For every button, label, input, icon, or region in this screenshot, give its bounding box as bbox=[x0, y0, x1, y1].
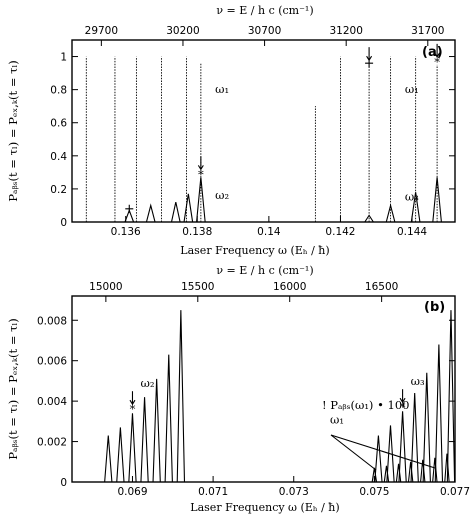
top-tick-label: 15500 bbox=[181, 281, 214, 293]
panel-b-series bbox=[104, 310, 456, 483]
x-tick-label: 0.071 bbox=[198, 486, 228, 498]
panel-a-top-axis-label: ν = E / h c (cm⁻¹) bbox=[216, 4, 313, 17]
peak-solid bbox=[422, 372, 431, 483]
x-tick-label: 0.073 bbox=[279, 486, 309, 498]
arrow-head bbox=[197, 165, 204, 171]
panel-a-annotations: ω₁ ω₂ ω₁ ω₃ * * bbox=[125, 43, 441, 213]
panel-a: (a) ν = E / h c (cm⁻¹) Laser Frequency ω… bbox=[6, 4, 456, 257]
x-tick-label: 0.142 bbox=[325, 226, 355, 238]
y-tick-label: 0 bbox=[60, 217, 67, 229]
top-tick-label: 30200 bbox=[166, 25, 199, 37]
plus-marker bbox=[125, 204, 134, 213]
star-marker: * bbox=[434, 55, 440, 69]
y-tick-label: 0.008 bbox=[37, 315, 67, 327]
panel-b-y-axis-label: Pₐᵦₛ(t = τₗ) = Pₑₓ,ₖ(t = τₗ) bbox=[6, 318, 20, 459]
top-tick-label: 16000 bbox=[273, 281, 306, 293]
peak-solid bbox=[164, 354, 173, 483]
x-tick-label: 0.14 bbox=[257, 226, 281, 238]
y-tick-label: 0.004 bbox=[37, 396, 67, 408]
peak-solid bbox=[374, 435, 383, 483]
x-tick-label: 0.075 bbox=[359, 486, 389, 498]
panel-a-x-axis-label: Laser Frequency ω (Eₕ / ħ) bbox=[180, 244, 329, 257]
top-tick-label: 31200 bbox=[329, 25, 362, 37]
y-tick-label: 0 bbox=[60, 477, 67, 489]
peak-small bbox=[371, 467, 378, 483]
annotation-label: ω₃ bbox=[411, 374, 425, 388]
y-tick-label: 0.6 bbox=[50, 118, 67, 130]
panel-a-ticks: 0.136 0.138 0.14 0.142 0.144 29700 30200 30700 3… bbox=[50, 25, 455, 238]
peak-solid bbox=[170, 202, 181, 223]
omega1-pointer-line bbox=[330, 434, 436, 469]
annotation-label: ω₃ bbox=[405, 189, 419, 203]
peak-solid bbox=[116, 427, 125, 483]
star-marker: * bbox=[130, 402, 136, 416]
panel-a-frame bbox=[71, 39, 456, 223]
star-marker: * bbox=[400, 400, 406, 414]
peak-solid bbox=[432, 177, 442, 223]
panel-b-ticks: 0.069 0.071 0.073 0.075 0.077 15000 15500 16000… bbox=[37, 281, 470, 498]
peak-solid bbox=[140, 397, 149, 483]
annotation-label: ! Pₐᵦₛ(ω₁) • 100 bbox=[322, 398, 410, 412]
annotation-label: ω₂ bbox=[215, 188, 229, 202]
y-tick-label: 0.2 bbox=[50, 184, 67, 196]
peak-solid bbox=[385, 203, 396, 223]
top-tick-label: 15000 bbox=[89, 281, 122, 293]
peak-solid bbox=[183, 193, 194, 223]
top-tick-label: 16500 bbox=[365, 281, 398, 293]
arrow-head bbox=[129, 399, 136, 406]
panel-b-frame bbox=[71, 295, 456, 483]
peak-solid bbox=[364, 214, 374, 223]
peak-solid bbox=[104, 435, 113, 483]
peak-solid bbox=[410, 393, 419, 483]
peak-small bbox=[444, 453, 450, 483]
y-tick-label: 0.8 bbox=[50, 85, 67, 97]
annotation-label: ω₂ bbox=[141, 376, 155, 390]
x-tick-label: 0.144 bbox=[397, 226, 427, 238]
peak-solid bbox=[446, 310, 456, 483]
panel-b: (b) ν = E / h c (cm⁻¹) Laser Frequency ω… bbox=[6, 264, 470, 514]
panel-b-x-axis-label: Laser Frequency ω (Eₕ / ħ) bbox=[190, 501, 339, 514]
peak-solid bbox=[410, 192, 421, 223]
peak-small bbox=[407, 461, 414, 483]
annotation-label: ω₁ bbox=[330, 412, 344, 426]
peak-small bbox=[383, 465, 390, 483]
peak-small bbox=[395, 463, 402, 483]
star-marker: * bbox=[198, 167, 204, 181]
peak-small bbox=[432, 457, 438, 483]
top-tick-label: 31700 bbox=[411, 25, 444, 37]
panel-a-y-axis-label: Pₐᵦₛ(t = τₗ) = Pₑₓ,ₖ(t = τₗ) bbox=[6, 60, 20, 201]
peak-solid bbox=[128, 413, 137, 483]
y-tick-label: 1 bbox=[60, 52, 67, 64]
annotation-label: ω₁ bbox=[405, 82, 419, 96]
arrow-head bbox=[399, 397, 406, 404]
panel-b-label: (b) bbox=[424, 300, 445, 315]
panel-a-series bbox=[85, 56, 442, 223]
y-tick-label: 0.002 bbox=[37, 437, 67, 449]
x-tick-label: 0.069 bbox=[117, 486, 147, 498]
peak-solid bbox=[152, 378, 161, 483]
peak-solid bbox=[386, 425, 395, 483]
x-tick-label: 0.077 bbox=[440, 486, 470, 498]
peak-solid bbox=[434, 344, 444, 483]
top-tick-label: 30700 bbox=[248, 25, 281, 37]
x-tick-label: 0.138 bbox=[182, 226, 212, 238]
panel-b-top-axis-label: ν = E / h c (cm⁻¹) bbox=[216, 264, 313, 277]
peak-solid bbox=[176, 310, 186, 483]
y-tick-label: 0.006 bbox=[37, 356, 67, 368]
x-tick-label: 0.136 bbox=[111, 226, 141, 238]
arrow-head bbox=[434, 52, 441, 58]
peak-solid bbox=[196, 177, 206, 223]
y-tick-label: 0.4 bbox=[50, 151, 67, 163]
annotation-label: ω₁ bbox=[215, 82, 229, 96]
peak-solid bbox=[145, 203, 156, 223]
plus-marker bbox=[365, 59, 374, 68]
omega1-pointer-line bbox=[330, 434, 377, 471]
peak-small bbox=[420, 459, 426, 483]
peak-solid bbox=[398, 411, 407, 483]
top-tick-label: 29700 bbox=[85, 25, 118, 37]
